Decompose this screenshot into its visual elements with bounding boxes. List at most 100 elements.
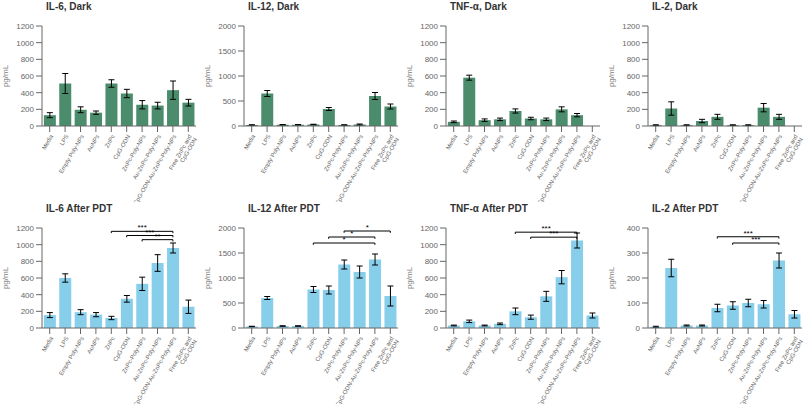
svg-text:400: 400 (21, 291, 35, 300)
svg-text:400: 400 (627, 224, 641, 233)
svg-text:Media: Media (41, 335, 55, 353)
svg-text:AuNPs: AuNPs (692, 134, 707, 153)
svg-text:Empty Poly-NPs: Empty Poly-NPs (260, 134, 287, 175)
svg-text:Empty Poly-NPs: Empty Poly-NPs (664, 134, 691, 175)
svg-text:0: 0 (434, 122, 439, 131)
svg-text:AuNPs: AuNPs (490, 336, 505, 355)
svg-text:LPS: LPS (59, 336, 70, 349)
svg-text:1000: 1000 (420, 241, 438, 250)
svg-text:AuNPs: AuNPs (86, 336, 101, 355)
svg-text:**: ** (154, 232, 160, 241)
svg-text:Free ZnPc andCpG-ODN: Free ZnPc andCpG-ODN (774, 336, 802, 376)
svg-text:LPS: LPS (261, 134, 272, 147)
svg-text:Free ZnPc andCpG-ODN: Free ZnPc andCpG-ODN (168, 134, 198, 174)
svg-text:***: *** (541, 224, 550, 233)
svg-text:Au-ZnPc-Poly-NPs: Au-ZnPc-Poly-NPs (536, 336, 566, 383)
svg-text:1000: 1000 (218, 274, 236, 283)
svg-text:Empty Poly-NPs: Empty Poly-NPs (260, 336, 287, 377)
svg-text:AuNPs: AuNPs (288, 134, 303, 153)
svg-text:0: 0 (30, 122, 35, 131)
svg-text:pg/mL: pg/mL (405, 266, 414, 289)
svg-text:600: 600 (425, 72, 439, 81)
svg-text:***: *** (137, 223, 146, 232)
svg-text:Au-ZnPc-Poly-NPs: Au-ZnPc-Poly-NPs (334, 336, 364, 383)
svg-text:Empty Poly-NPs: Empty Poly-NPs (664, 336, 691, 377)
svg-text:ZnPc: ZnPc (508, 336, 520, 351)
svg-text:1200: 1200 (16, 224, 34, 233)
svg-text:2000: 2000 (218, 22, 236, 31)
svg-text:pg/mL: pg/mL (8, 64, 10, 87)
svg-text:ZnPc: ZnPc (710, 336, 722, 351)
svg-text:600: 600 (21, 274, 35, 283)
svg-text:Au-ZnPc-Poly-NPs: Au-ZnPc-Poly-NPs (334, 134, 364, 181)
svg-text:Au-ZnPc-Poly-NPs: Au-ZnPc-Poly-NPs (738, 336, 768, 383)
svg-text:200: 200 (425, 307, 439, 316)
svg-text:*: * (343, 235, 346, 244)
svg-text:2000: 2000 (218, 224, 236, 233)
svg-text:ZnPc: ZnPc (104, 134, 116, 149)
svg-text:600: 600 (21, 72, 35, 81)
svg-text:1500: 1500 (218, 249, 236, 258)
svg-text:Empty Poly-NPs: Empty Poly-NPs (462, 336, 489, 377)
svg-text:Free ZnPc andCpG-ODN: Free ZnPc andCpG-ODN (168, 336, 198, 376)
svg-text:pg/mL: pg/mL (8, 266, 10, 289)
svg-text:200: 200 (627, 105, 641, 114)
svg-text:800: 800 (21, 257, 35, 266)
svg-text:LPS: LPS (665, 134, 676, 147)
svg-text:200: 200 (627, 274, 641, 283)
svg-text:800: 800 (627, 55, 641, 64)
svg-text:800: 800 (21, 55, 35, 64)
svg-text:ZnPc: ZnPc (306, 336, 318, 351)
svg-text:Media: Media (647, 335, 661, 353)
svg-text:pg/mL: pg/mL (203, 64, 212, 87)
svg-text:Media: Media (243, 335, 257, 353)
svg-text:1200: 1200 (420, 22, 438, 31)
svg-text:600: 600 (627, 72, 641, 81)
svg-text:100: 100 (627, 299, 641, 308)
svg-text:0: 0 (434, 324, 439, 333)
svg-text:Au-ZnPc-Poly-NPs: Au-ZnPc-Poly-NPs (536, 134, 566, 181)
svg-text:1200: 1200 (420, 224, 438, 233)
svg-text:600: 600 (425, 274, 439, 283)
svg-text:1200: 1200 (622, 22, 640, 31)
svg-text:0: 0 (232, 122, 237, 131)
svg-text:0: 0 (636, 122, 641, 131)
svg-text:Empty Poly-NPs: Empty Poly-NPs (462, 134, 489, 175)
svg-text:1200: 1200 (16, 22, 34, 31)
svg-text:LPS: LPS (463, 134, 474, 147)
svg-text:AuNPs: AuNPs (288, 336, 303, 355)
svg-text:400: 400 (627, 89, 641, 98)
svg-text:1500: 1500 (218, 47, 236, 56)
svg-text:LPS: LPS (463, 336, 474, 349)
svg-text:ZnPc: ZnPc (104, 336, 116, 351)
svg-text:800: 800 (425, 55, 439, 64)
svg-text:0: 0 (30, 324, 35, 333)
svg-text:ZnPc: ZnPc (710, 134, 722, 149)
svg-text:1000: 1000 (16, 241, 34, 250)
svg-text:Au-ZnPc-Poly-NPs: Au-ZnPc-Poly-NPs (738, 134, 768, 181)
svg-text:Free ZnPc andCpG-ODN: Free ZnPc andCpG-ODN (774, 134, 802, 174)
svg-text:Media: Media (243, 133, 257, 151)
svg-text:200: 200 (21, 105, 35, 114)
svg-text:400: 400 (21, 89, 35, 98)
svg-text:Empty Poly-NPs: Empty Poly-NPs (58, 134, 85, 175)
svg-text:***: *** (743, 229, 752, 238)
svg-text:ZnPc: ZnPc (306, 134, 318, 149)
svg-text:1000: 1000 (16, 39, 34, 48)
svg-text:500: 500 (223, 299, 237, 308)
svg-text:ZnPc: ZnPc (508, 134, 520, 149)
svg-text:AuNPs: AuNPs (692, 336, 707, 355)
svg-text:1000: 1000 (622, 39, 640, 48)
svg-text:LPS: LPS (59, 134, 70, 147)
svg-text:pg/mL: pg/mL (405, 64, 414, 87)
svg-text:Au-ZnPc-Poly-NPs: Au-ZnPc-Poly-NPs (132, 336, 162, 383)
svg-text:500: 500 (223, 97, 237, 106)
svg-text:LPS: LPS (261, 336, 272, 349)
svg-text:1000: 1000 (218, 72, 236, 81)
svg-text:200: 200 (21, 307, 35, 316)
svg-text:Media: Media (41, 133, 55, 151)
svg-text:Media: Media (445, 335, 459, 353)
svg-text:Free ZnPc andCpG-ODN: Free ZnPc andCpG-ODN (370, 336, 400, 376)
svg-text:*: * (350, 229, 353, 238)
svg-text:400: 400 (425, 291, 439, 300)
